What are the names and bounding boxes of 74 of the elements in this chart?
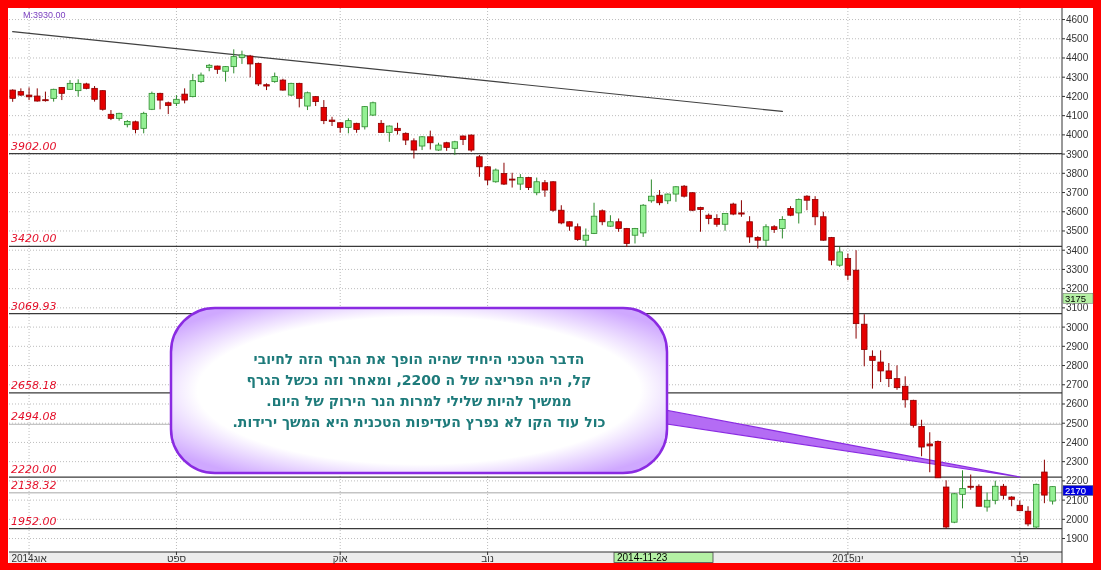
x-tick-label: נוב bbox=[481, 552, 494, 564]
candlestick bbox=[296, 82, 303, 108]
x-tick-label: פבר bbox=[1011, 552, 1029, 564]
candlestick bbox=[893, 364, 901, 391]
y-tick-label: 2400 bbox=[1066, 436, 1089, 448]
y-tick-label: 2200 bbox=[1066, 475, 1089, 487]
y-tick-label: 3100 bbox=[1066, 302, 1089, 314]
y-tick-label: 2000 bbox=[1066, 513, 1089, 525]
annotation: M:3930.00 bbox=[23, 10, 66, 20]
y-tick-label: 2600 bbox=[1066, 398, 1089, 410]
y-tick-label: 2100 bbox=[1066, 494, 1089, 506]
candlestick bbox=[902, 375, 909, 409]
x-tick-label: אוג2014 bbox=[11, 552, 48, 564]
y-tick-label: 4500 bbox=[1066, 33, 1089, 45]
candlestick bbox=[320, 99, 328, 125]
y-tick-label: 3300 bbox=[1066, 263, 1089, 275]
x-tick-label: ינו2015 bbox=[832, 552, 864, 564]
ref-line-label: 2220.00 bbox=[11, 463, 57, 477]
candlestick bbox=[869, 349, 876, 390]
candlestick bbox=[361, 105, 368, 130]
y-tick-label: 1900 bbox=[1066, 533, 1089, 545]
candlestick bbox=[803, 194, 811, 211]
y-tick-label: 3400 bbox=[1066, 244, 1089, 256]
candlestick bbox=[156, 92, 164, 110]
y-tick-label: 4100 bbox=[1066, 110, 1089, 122]
candlestick bbox=[427, 130, 434, 150]
candlestick bbox=[107, 109, 115, 121]
y-tick-label: 4400 bbox=[1066, 52, 1089, 64]
ref-line-label: 2494.08 bbox=[11, 410, 57, 424]
y-tick-label: 3700 bbox=[1066, 187, 1089, 199]
candlestick bbox=[140, 111, 147, 134]
ref-line-label: 2658.18 bbox=[11, 378, 57, 392]
x-tick-label: אוק bbox=[332, 552, 349, 564]
y-tick-label: 4600 bbox=[1066, 14, 1089, 26]
candlestick bbox=[762, 223, 770, 247]
y-tick-label: 3200 bbox=[1066, 283, 1089, 295]
y-tick-label: 2900 bbox=[1066, 340, 1089, 352]
y-tick-label: 3800 bbox=[1066, 167, 1089, 179]
y-tick-label: 2700 bbox=[1066, 379, 1089, 391]
y-tick-label: 4000 bbox=[1066, 129, 1089, 141]
candlestick bbox=[648, 178, 655, 204]
candlestick bbox=[541, 179, 549, 198]
candlestick bbox=[25, 86, 33, 101]
y-tick-label: 3500 bbox=[1066, 225, 1089, 237]
date-tag: 2014-11-23 bbox=[613, 552, 714, 564]
ref-line-label: 1952.00 bbox=[11, 514, 57, 528]
y-tick-label: 2300 bbox=[1066, 456, 1089, 468]
candlestick bbox=[328, 116, 336, 127]
candlestick bbox=[844, 252, 852, 281]
y-tick-label: 4200 bbox=[1066, 90, 1089, 102]
candlestick bbox=[582, 227, 590, 247]
ref-line-label: 2138.32 bbox=[11, 478, 57, 492]
value-tag: 2170 bbox=[1062, 484, 1094, 496]
ref-line-label: 3420.00 bbox=[11, 232, 57, 246]
y-tick-label: 3600 bbox=[1066, 206, 1089, 218]
candlestick bbox=[1041, 459, 1048, 504]
candlestick bbox=[795, 198, 802, 224]
ref-line-label: 3069.93 bbox=[11, 299, 57, 313]
candlestick bbox=[779, 215, 786, 239]
y-tick-label: 3000 bbox=[1066, 321, 1089, 333]
annotation: הדבר הטכני היחיד שהיה הופך את הגרף הזה לחיובי קל, היה הפריצה של ה 2200, ומאחר וזה נכשל הגרף ממשיך להיות שלילי למרות הנר הירוק של היום. כול עוד הקו לא נפרץ העדיפות הטכנית היא המשך ירידות. bbox=[232, 351, 606, 430]
candlestick bbox=[459, 134, 467, 146]
y-tick-label: 3900 bbox=[1066, 148, 1089, 160]
candlestick bbox=[836, 246, 843, 268]
y-tick-label: 4300 bbox=[1066, 71, 1089, 83]
candlestick bbox=[238, 50, 246, 65]
value-tag: 3175 bbox=[1062, 292, 1094, 304]
x-tick-label: ספט bbox=[166, 552, 187, 564]
ref-line-label: 3902.00 bbox=[11, 139, 57, 153]
candlestick bbox=[1024, 505, 1032, 527]
y-tick-label: 2800 bbox=[1066, 360, 1089, 372]
y-tick-label: 2500 bbox=[1066, 417, 1089, 429]
candlestick bbox=[1049, 485, 1056, 506]
candlestick bbox=[590, 202, 598, 235]
